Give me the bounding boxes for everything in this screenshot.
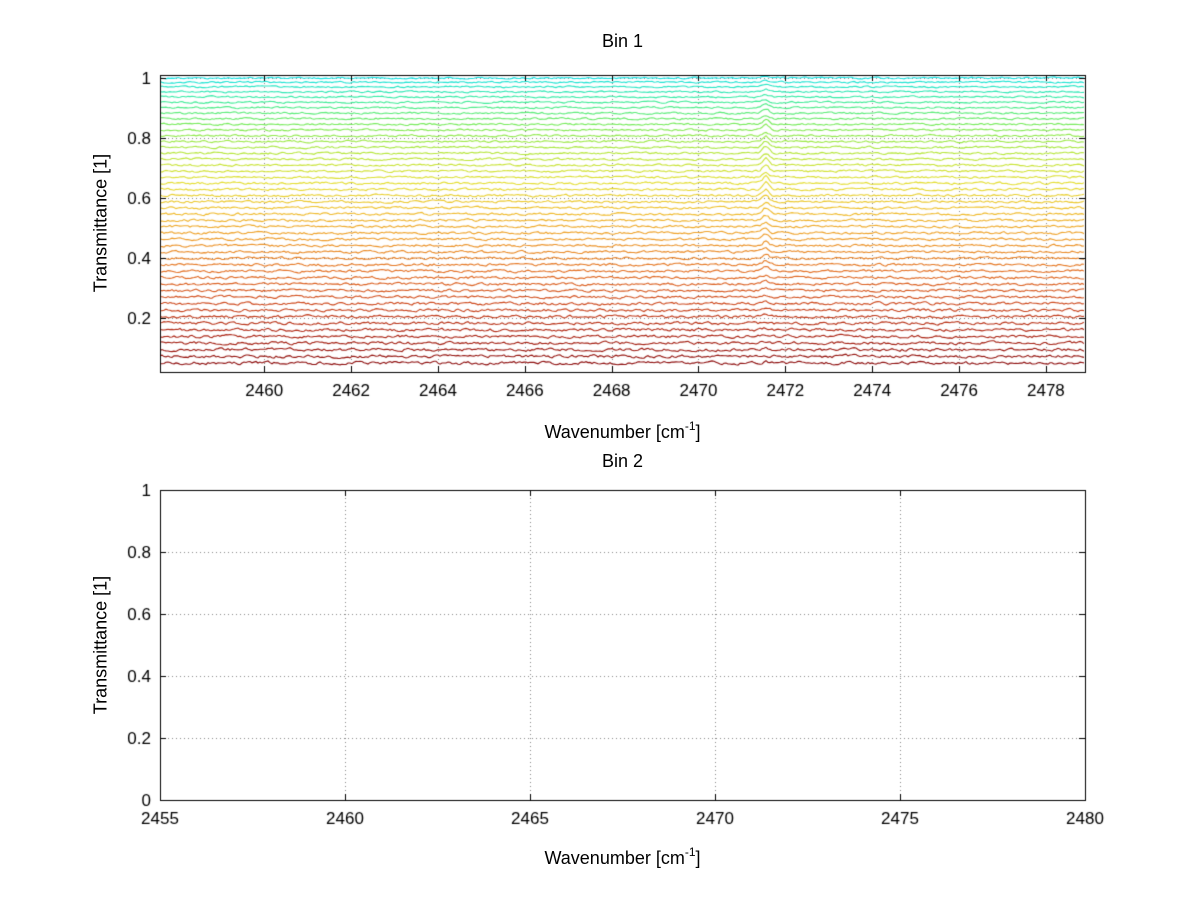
bin1-xlabel-base: Wavenumber [cm <box>544 422 685 442</box>
bin1-ylabel: Transmittance [1] <box>90 153 111 293</box>
bin1-xlabel-sup: -1 <box>684 419 696 433</box>
bin2-title: Bin 2 <box>601 451 644 471</box>
bin2-xlabel-sup: -1 <box>684 845 696 859</box>
bin2-xlabel-base: Wavenumber [cm <box>544 848 685 868</box>
bin1-xlabel: Wavenumber [cm-1] <box>160 419 1085 443</box>
bin2-xlabel: Wavenumber [cm-1] <box>160 845 1085 869</box>
bin1-xlabel-close: ] <box>695 422 701 442</box>
bin1-title: Bin 1 <box>601 31 644 51</box>
bin2-ylabel: Transmittance [1] <box>90 575 111 715</box>
bin2-xlabel-close: ] <box>695 848 701 868</box>
